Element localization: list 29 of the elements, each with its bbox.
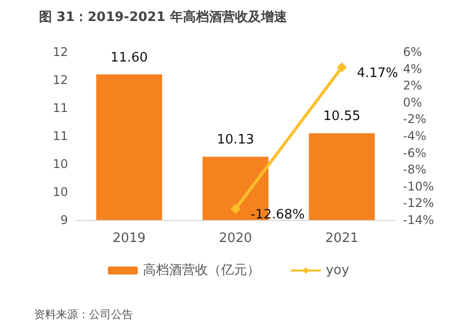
y2-tick-label: -4% (403, 129, 426, 143)
y-tick-label: 10 (52, 157, 68, 171)
y-tick-label: 10 (52, 185, 68, 199)
data-label: 11.60 (110, 50, 148, 66)
data-label: 10.13 (216, 132, 254, 148)
y2-tick-label: 0% (403, 95, 422, 110)
y-tick-label: 11 (52, 129, 68, 143)
y2-tick-label: -12% (403, 196, 434, 210)
chart-title: 图 31：2019-2021 年高档酒营收及增速 (39, 9, 288, 25)
text: 资料来源：公司公告 (34, 308, 133, 321)
x-tick-label: 2021 (325, 231, 358, 246)
y-tick-label: 12 (52, 45, 68, 59)
x-tick-label: 2020 (218, 231, 252, 246)
legend-label: yoy (326, 263, 350, 278)
y-tick-label: 12 (52, 73, 68, 87)
y2-tick-label: -8% (403, 162, 426, 177)
y2-tick-label: -2% (403, 112, 426, 126)
y2-tick-label: -6% (403, 146, 426, 160)
x-tick-label: 2019 (112, 231, 146, 246)
legend-label: 高档酒营收（亿元） (142, 262, 260, 278)
y-tick-label: 11 (52, 101, 68, 115)
y-tick-label: 9 (60, 213, 68, 227)
y2-tick-label: -14% (403, 213, 434, 227)
y2-tick-label: 2% (403, 78, 422, 93)
y2-tick-label: 6% (403, 45, 422, 59)
y2-tick-label: 4% (403, 62, 422, 76)
y2-tick-label: -10% (403, 179, 434, 194)
data-label: 4.17% (356, 66, 398, 81)
data-label: 10.55 (323, 109, 360, 124)
